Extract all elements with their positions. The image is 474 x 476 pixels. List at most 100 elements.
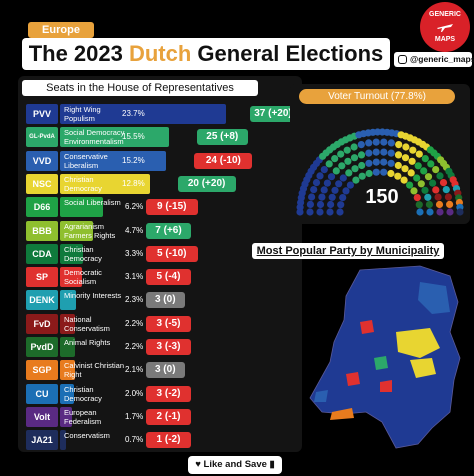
map-region: [314, 390, 328, 402]
seat-dot: [331, 186, 339, 194]
plane-icon: [437, 24, 453, 32]
seat-dot: [410, 187, 418, 195]
seat-dot: [346, 181, 354, 189]
seat-dot: [444, 193, 452, 201]
party-seats-pill: 5 (-4): [146, 269, 191, 286]
map-region: [418, 282, 450, 314]
party-bar: [60, 430, 66, 451]
seat-dot: [400, 176, 408, 184]
party-seats-pill: 7 (+6): [146, 222, 191, 239]
seat-dot: [352, 176, 360, 184]
seat-dot: [342, 187, 350, 195]
party-vote-pct: 15.5%: [122, 132, 145, 142]
seat-dot: [326, 208, 334, 216]
voter-turnout-pill: Voter Turnout (77.8%): [299, 89, 455, 104]
party-name: European Federalism: [64, 407, 102, 426]
municipality-map-title: Most Popular Party by Municipality: [252, 243, 444, 259]
seat-dot: [394, 151, 403, 159]
party-name: Calvinist Christian Right: [64, 361, 125, 380]
seat-dot: [338, 162, 346, 170]
party-vote-pct: 1.7%: [125, 411, 144, 421]
party-vote-pct: 6.2%: [125, 202, 144, 212]
seat-dot: [358, 161, 366, 170]
seat-dot: [416, 208, 424, 216]
party-name: Social Democracy Environmentalism: [64, 128, 125, 147]
seat-dot: [345, 169, 353, 177]
party-seats-pill: 5 (-10): [146, 245, 198, 262]
seat-dot: [327, 200, 335, 209]
handle-badge: [394, 52, 472, 67]
like-and-save-button[interactable]: ♥ Like and Save ▮: [188, 456, 282, 474]
party-seats-pill: 25 (+8): [196, 129, 248, 146]
seat-dot: [424, 193, 432, 201]
party-seats-pill: 3 (-3): [146, 339, 191, 355]
party-seats-pill: 2 (-1): [146, 408, 191, 425]
seat-dot: [337, 150, 345, 158]
party-bar: [60, 104, 226, 124]
party-seats-pill: 9 (-15): [146, 199, 198, 216]
seat-dot: [320, 166, 328, 174]
seat-dot: [421, 155, 429, 163]
party-bar: [60, 150, 167, 171]
party-name: Right Wing Populism: [64, 105, 101, 123]
seat-dot: [387, 149, 395, 157]
party-logo: PvdD: [26, 337, 58, 357]
seat-dot: [387, 159, 395, 167]
seat-dot: [328, 193, 336, 201]
seat-dot: [387, 169, 395, 178]
seat-dot: [316, 208, 324, 216]
seat-dot: [380, 138, 388, 146]
party-name: Conservatism: [64, 431, 110, 441]
seat-dot: [337, 201, 345, 209]
party-vote-pct: 3.3%: [125, 248, 144, 258]
seat-dot: [413, 194, 421, 202]
seat-dot: [372, 138, 380, 146]
map-region: [330, 408, 354, 420]
seat-dot: [343, 146, 351, 154]
region-tag: Europe: [28, 22, 94, 38]
party-logo: FvD: [26, 313, 58, 334]
party-vote-pct: 2.0%: [125, 388, 144, 398]
party-seats-pill: 20 (+20): [177, 175, 236, 192]
seat-dot: [436, 172, 444, 180]
party-vote-pct: 0.7%: [125, 435, 144, 445]
party-name: Minority Interests: [64, 291, 122, 301]
seat-dot: [308, 193, 316, 201]
seat-dot: [380, 158, 388, 166]
party-logo: SGP: [26, 360, 58, 381]
seat-dot: [434, 193, 442, 201]
seat-dot: [380, 148, 388, 156]
party-logo: SP: [26, 267, 58, 288]
party-bar: [60, 197, 104, 218]
seat-dot: [436, 208, 444, 216]
party-logo: Volt: [26, 406, 58, 427]
party-vote-pct: 23.7%: [122, 109, 145, 118]
party-name: Christian Democracy: [64, 384, 102, 403]
party-name: Christian Democracy: [64, 174, 102, 193]
party-bar: [60, 360, 75, 381]
seat-dot: [394, 161, 402, 170]
handle-text: @generic_maps: [410, 54, 474, 64]
seat-dot: [446, 200, 454, 208]
seats-panel-title: Seats in the House of Representatives: [22, 80, 258, 96]
heart-icon: ♥: [195, 459, 201, 470]
seat-dot: [323, 179, 331, 187]
party-seats-pill: 3 (-2): [146, 385, 191, 402]
party-logo: JA21: [26, 430, 58, 451]
page-title: The 2023 Dutch General Elections: [28, 41, 384, 66]
seat-dot: [420, 167, 428, 175]
hemicycle-chart: [296, 128, 464, 216]
seat-dot: [310, 186, 318, 194]
party-bar: [60, 127, 169, 148]
seat-dot: [395, 141, 403, 149]
party-logo: NSC: [26, 173, 58, 194]
party-vote-pct: 2.2%: [125, 318, 144, 328]
seat-dot: [306, 200, 314, 208]
seat-dot: [351, 165, 359, 173]
netherlands-municipality-map: [309, 265, 461, 449]
seat-dot: [456, 208, 464, 216]
seat-dot: [316, 200, 325, 209]
party-bar: [60, 337, 76, 357]
party-logo: DENK: [26, 290, 58, 311]
seat-dot: [327, 173, 336, 181]
